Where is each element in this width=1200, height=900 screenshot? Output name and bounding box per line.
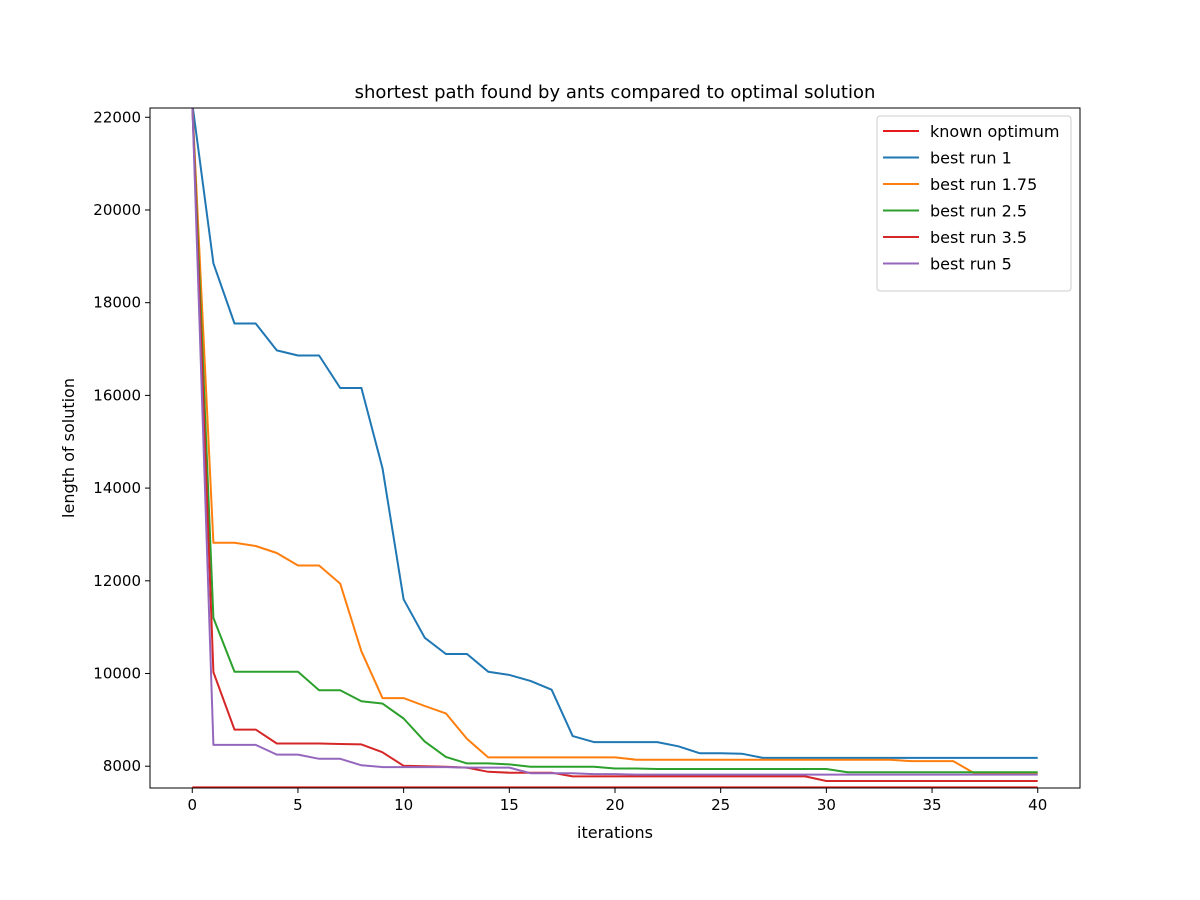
y-tick-label: 16000	[93, 386, 141, 404]
legend: known optimum best run 1 best run 1.75 best…	[876, 115, 1072, 292]
x-tick-label: 20	[605, 796, 624, 814]
x-tick-label: 5	[293, 796, 303, 814]
y-tick-label: 22000	[93, 108, 141, 126]
y-tick-label: 18000	[93, 294, 141, 312]
x-tick-label: 15	[500, 796, 519, 814]
y-tick-label: 10000	[93, 665, 141, 683]
y-tick-label: 20000	[93, 201, 141, 219]
series-layer	[191, 108, 1038, 788]
legend-box	[876, 115, 1072, 292]
y-tick-label: 12000	[93, 572, 141, 590]
y-tick-label: 14000	[93, 479, 141, 497]
legend-label: best run 1.75	[930, 175, 1037, 194]
x-tick-label: 25	[711, 796, 730, 814]
series-line-best-run-1	[191, 108, 1038, 759]
x-tick-label: 0	[187, 796, 197, 814]
x-tick-label: 35	[922, 796, 941, 814]
series-line-best-run-1-75	[191, 108, 1038, 775]
series-line-best-run-5	[191, 108, 1038, 776]
series-line-best-run-3-5	[191, 108, 1038, 782]
y-axis-label: length of solution	[59, 378, 78, 518]
x-axis-ticks: 0 5 10 15 20 25 30 35 40	[187, 788, 1047, 814]
y-axis-ticks: 8000 10000 12000 14000 16000 18000 20000 22000	[93, 108, 150, 775]
x-axis-label: iterations	[577, 823, 653, 842]
chart-title: shortest path found by ants compared to …	[355, 82, 876, 103]
legend-label: best run 1	[930, 149, 1012, 168]
legend-label: best run 2.5	[930, 202, 1027, 221]
x-tick-label: 10	[394, 796, 413, 814]
legend-label: known optimum	[930, 122, 1059, 141]
legend-label: best run 5	[930, 255, 1012, 274]
y-tick-label: 8000	[103, 757, 141, 775]
plot-frame	[149, 107, 1081, 789]
x-tick-label: 40	[1028, 796, 1047, 814]
legend-label: best run 3.5	[930, 228, 1027, 247]
x-tick-label: 30	[817, 796, 836, 814]
series-line-best-run-2-5	[191, 108, 1038, 774]
